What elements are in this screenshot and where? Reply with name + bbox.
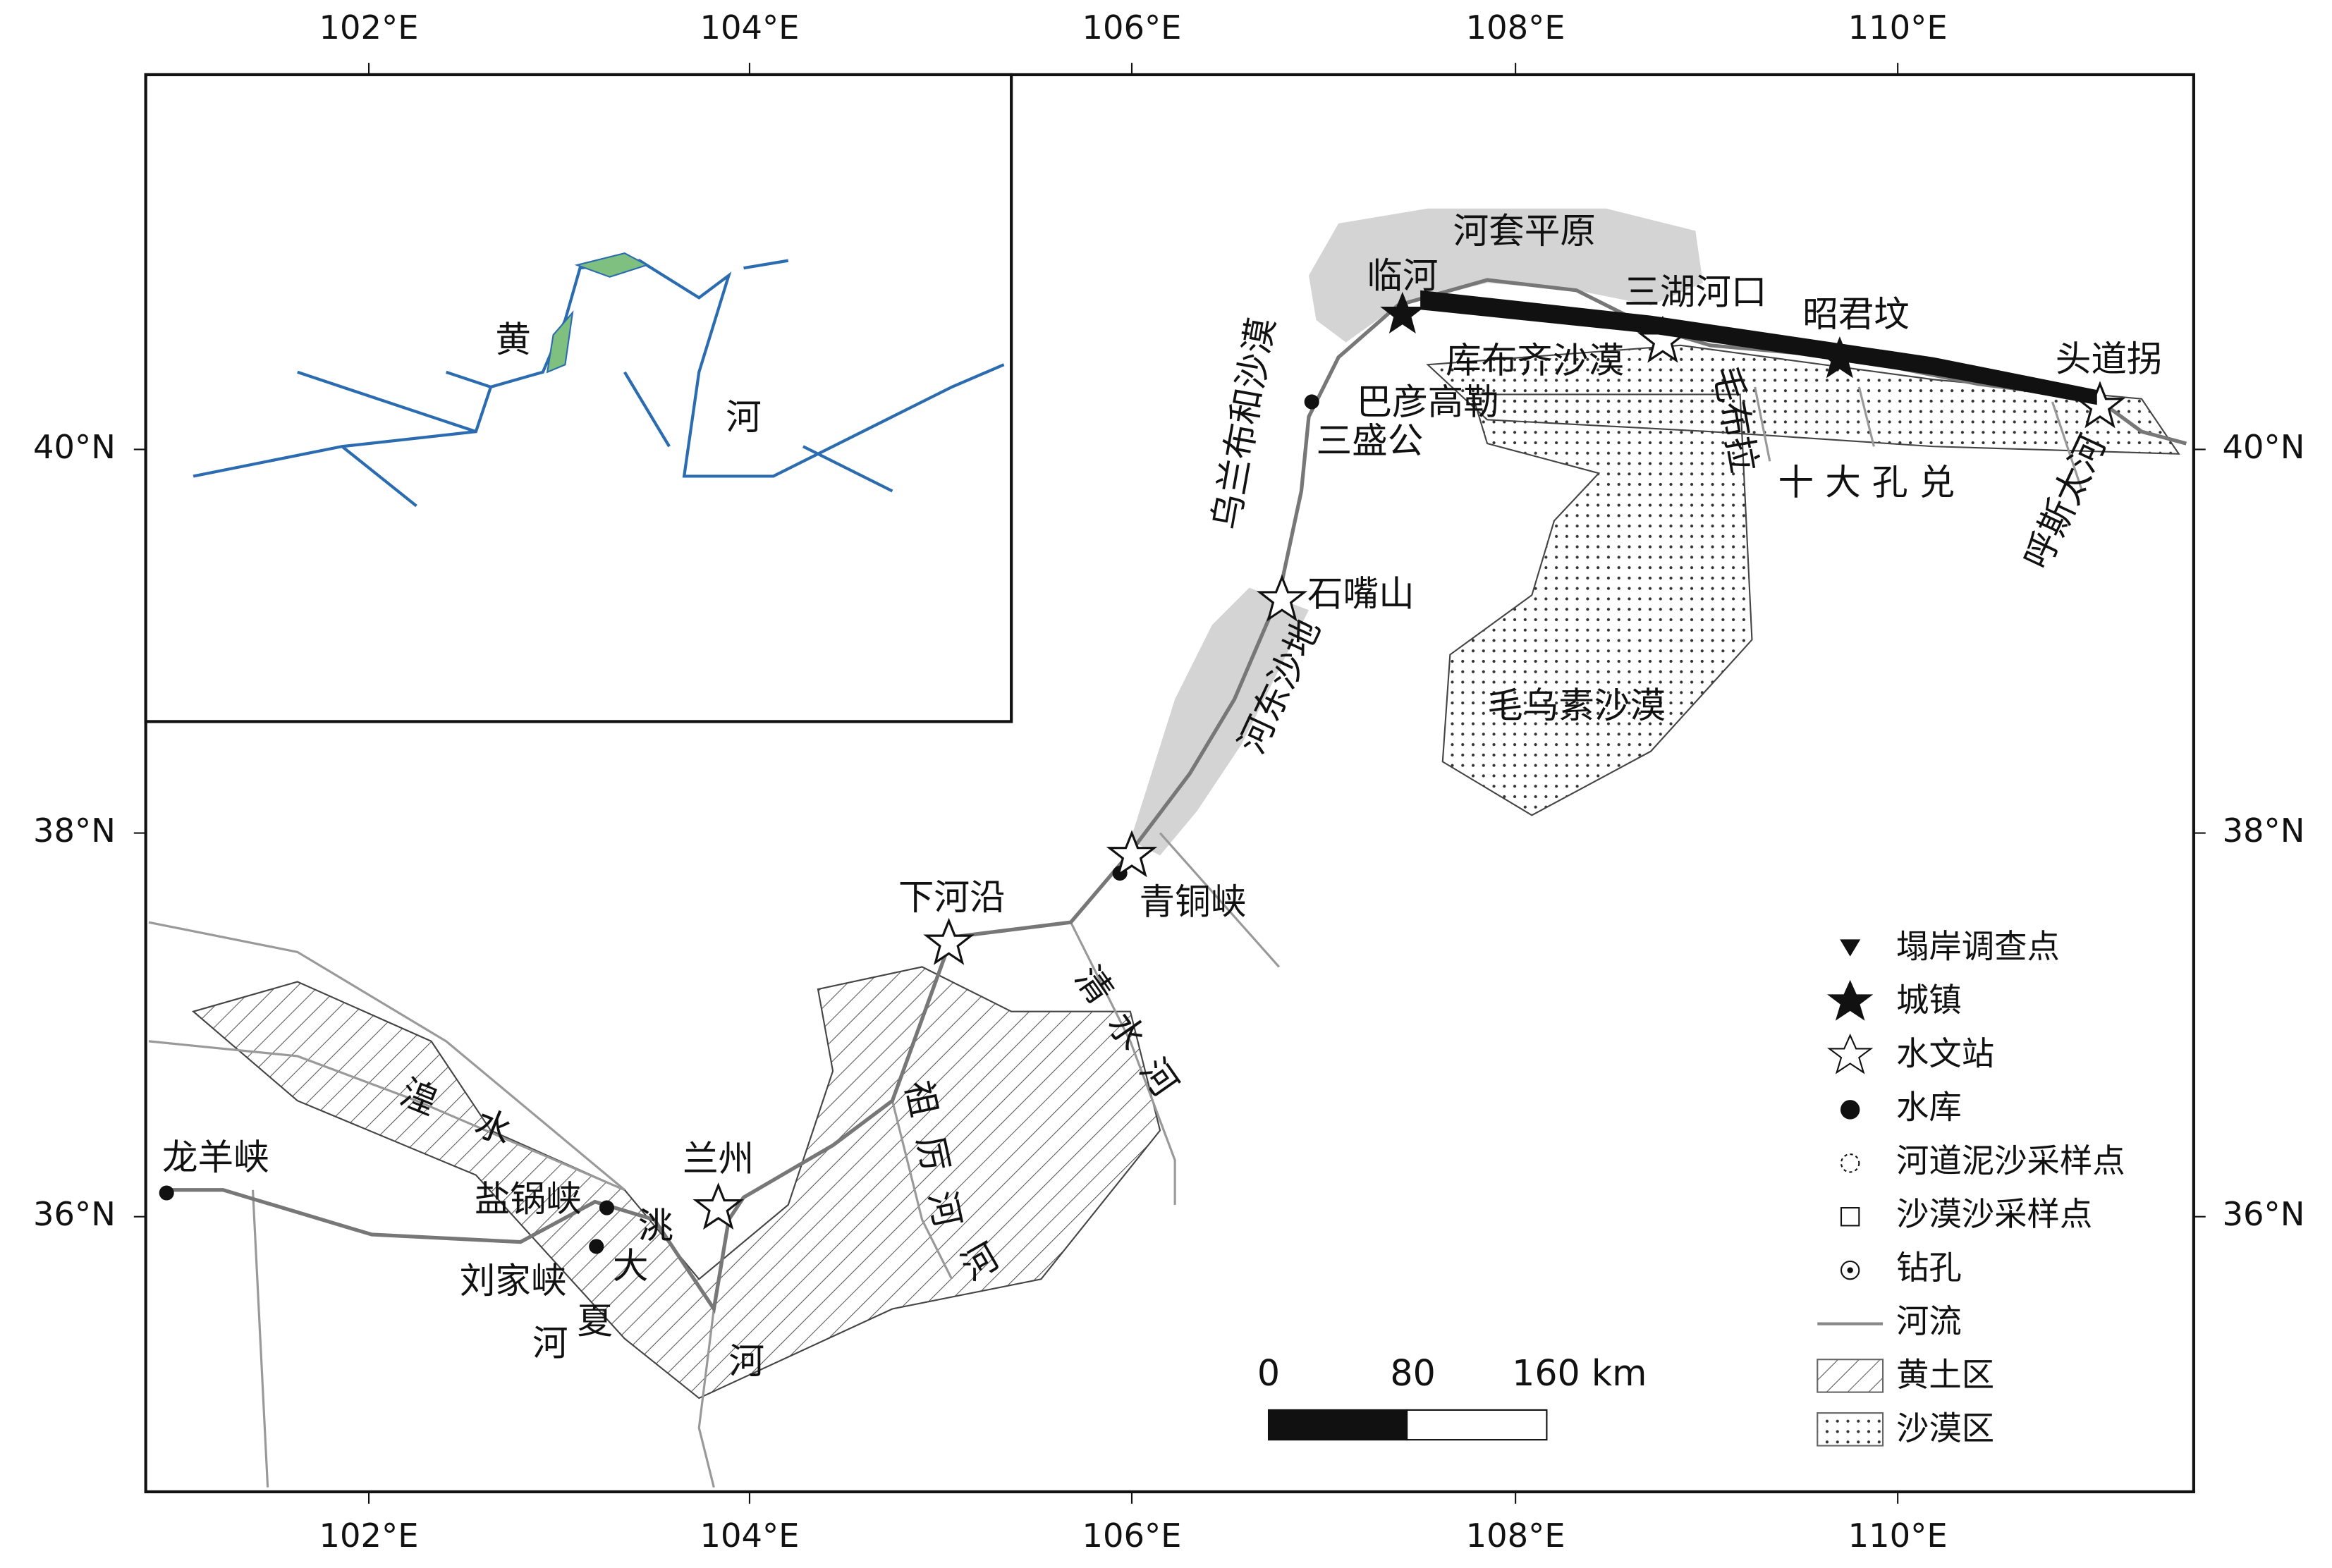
place-label: 河 bbox=[532, 1323, 568, 1364]
inset-label: 河 bbox=[726, 396, 762, 438]
plain bbox=[1308, 208, 1703, 343]
markers bbox=[159, 290, 2126, 1254]
legend-label: 城镇 bbox=[1896, 981, 1962, 1019]
lat-label: 36°N bbox=[33, 1195, 116, 1233]
place-label: 夏 bbox=[577, 1300, 613, 1342]
place-label: 兰州 bbox=[683, 1138, 754, 1180]
scale-bar bbox=[1406, 1409, 1548, 1441]
place-label: 青铜峡 bbox=[1140, 881, 1247, 922]
lon-label: 106°E bbox=[1082, 1517, 1181, 1555]
lon-label: 110°E bbox=[1848, 8, 1948, 47]
lat-label: 38°N bbox=[33, 811, 116, 850]
place-label: 头道拐 bbox=[2056, 338, 2163, 380]
yellow-river bbox=[166, 278, 2187, 1314]
inset-frame bbox=[144, 73, 1013, 723]
legend-label: 黄土区 bbox=[1896, 1356, 1994, 1394]
desert bbox=[1426, 344, 2180, 455]
scale-label: 0 bbox=[1257, 1352, 1280, 1394]
desert bbox=[1441, 393, 1753, 816]
lat-label: 40°N bbox=[2223, 428, 2305, 466]
inset-label: 黄 bbox=[495, 319, 531, 360]
place-label: 洮 bbox=[638, 1205, 674, 1247]
loess bbox=[192, 966, 1161, 1399]
lon-label: 104°E bbox=[700, 8, 799, 47]
scale-bar bbox=[1267, 1409, 1408, 1441]
legend-label: 水库 bbox=[1896, 1088, 1962, 1126]
place-label: 河套平原 bbox=[1453, 210, 1596, 252]
legend-label: 塌岸调查点 bbox=[1896, 928, 2060, 966]
place-label: 毛乌素沙漠 bbox=[1487, 685, 1666, 726]
lat-label: 40°N bbox=[33, 428, 116, 466]
lon-label: 108°E bbox=[1466, 8, 1565, 47]
legend-label: 河流 bbox=[1896, 1302, 1962, 1340]
lon-label: 110°E bbox=[1848, 1517, 1948, 1555]
place-label: 三盛公 bbox=[1317, 420, 1424, 462]
place-label: 库布齐沙漠 bbox=[1446, 340, 1624, 381]
lon-label: 104°E bbox=[700, 1517, 799, 1555]
legend-label: 沙漠区 bbox=[1896, 1409, 1994, 1447]
place-label: 下河沿 bbox=[898, 876, 1006, 918]
inset-plain bbox=[546, 252, 649, 374]
scale-label: 80 bbox=[1390, 1352, 1435, 1394]
lon-label: 102°E bbox=[319, 1517, 419, 1555]
legend-label: 河道泥沙采样点 bbox=[1896, 1141, 2125, 1180]
legend-label: 钻孔 bbox=[1896, 1249, 1962, 1287]
inset-river bbox=[193, 259, 1005, 508]
legend-label: 水文站 bbox=[1896, 1034, 1994, 1072]
place-label: 昭君坟 bbox=[1802, 293, 1910, 335]
lon-label: 108°E bbox=[1466, 1517, 1565, 1555]
place-label: 盐锅峡 bbox=[475, 1178, 582, 1220]
place-label: 三湖河口 bbox=[1624, 271, 1766, 313]
place-label: 河 bbox=[728, 1340, 764, 1382]
place-label: 大 bbox=[613, 1245, 649, 1287]
place-label: 石嘴山 bbox=[1307, 573, 1415, 615]
legend-label: 沙漠沙采样点 bbox=[1896, 1195, 2092, 1233]
lon-label: 106°E bbox=[1082, 8, 1181, 47]
place-label: 龙羊峡 bbox=[162, 1137, 269, 1178]
scale-label: 160 km bbox=[1512, 1352, 1647, 1394]
place-label: 十 大 孔 兑 bbox=[1778, 462, 1955, 503]
lat-label: 36°N bbox=[2223, 1195, 2305, 1233]
place-label: 刘家峡 bbox=[460, 1260, 567, 1301]
lon-label: 102°E bbox=[319, 8, 419, 47]
place-label: 临河 bbox=[1367, 255, 1438, 296]
rivers bbox=[148, 386, 2084, 1488]
lat-label: 38°N bbox=[2223, 811, 2305, 850]
legend-symbols bbox=[1817, 939, 1884, 1447]
place-label: 巴彦高勒 bbox=[1356, 381, 1498, 423]
